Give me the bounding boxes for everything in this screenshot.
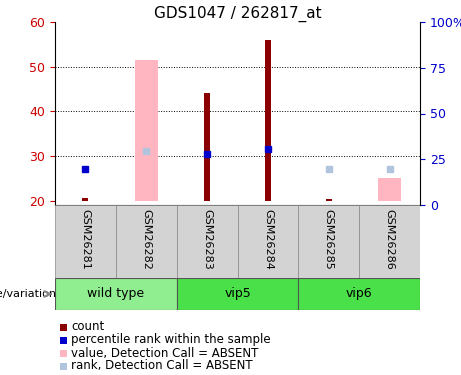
- Bar: [60, 363, 67, 369]
- Bar: [359, 205, 420, 278]
- Bar: [265, 40, 271, 201]
- Bar: [177, 278, 298, 310]
- Bar: [55, 205, 116, 278]
- Text: vip5: vip5: [224, 288, 251, 300]
- Text: wild type: wild type: [87, 288, 144, 300]
- Bar: [60, 350, 67, 357]
- Bar: [177, 205, 237, 278]
- Text: count: count: [71, 321, 104, 333]
- Text: value, Detection Call = ABSENT: value, Detection Call = ABSENT: [71, 346, 258, 360]
- Text: GSM26285: GSM26285: [324, 209, 334, 269]
- Bar: [378, 178, 401, 201]
- Bar: [55, 278, 177, 310]
- Text: GSM26284: GSM26284: [263, 209, 273, 270]
- Bar: [326, 199, 332, 201]
- Bar: [237, 205, 298, 278]
- Bar: [60, 324, 67, 330]
- Bar: [298, 205, 359, 278]
- Bar: [135, 60, 158, 201]
- Text: percentile rank within the sample: percentile rank within the sample: [71, 333, 271, 346]
- Bar: [204, 93, 210, 201]
- Text: GSM26282: GSM26282: [141, 209, 151, 270]
- Bar: [298, 278, 420, 310]
- Text: rank, Detection Call = ABSENT: rank, Detection Call = ABSENT: [71, 360, 253, 372]
- Bar: [116, 205, 177, 278]
- Text: vip6: vip6: [346, 288, 372, 300]
- Title: GDS1047 / 262817_at: GDS1047 / 262817_at: [154, 6, 321, 22]
- Text: GSM26283: GSM26283: [202, 209, 212, 269]
- Text: GSM26286: GSM26286: [384, 209, 395, 269]
- Bar: [60, 336, 67, 344]
- Text: GSM26281: GSM26281: [80, 209, 90, 269]
- Text: genotype/variation: genotype/variation: [0, 289, 56, 299]
- Bar: [83, 198, 89, 201]
